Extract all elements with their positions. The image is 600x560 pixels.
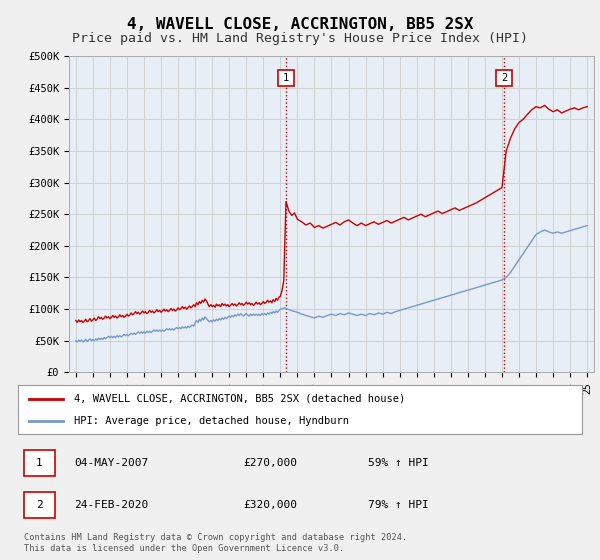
Text: 04-MAY-2007: 04-MAY-2007	[74, 458, 149, 468]
Text: HPI: Average price, detached house, Hyndburn: HPI: Average price, detached house, Hynd…	[74, 416, 349, 426]
FancyBboxPatch shape	[23, 450, 55, 476]
Text: 79% ↑ HPI: 79% ↑ HPI	[368, 500, 428, 510]
Text: Price paid vs. HM Land Registry's House Price Index (HPI): Price paid vs. HM Land Registry's House …	[72, 32, 528, 45]
Text: 1: 1	[36, 458, 43, 468]
Text: 24-FEB-2020: 24-FEB-2020	[74, 500, 149, 510]
Text: Contains HM Land Registry data © Crown copyright and database right 2024.
This d: Contains HM Land Registry data © Crown c…	[24, 533, 407, 553]
Text: £320,000: £320,000	[244, 500, 298, 510]
Text: 2: 2	[501, 73, 507, 83]
Text: 59% ↑ HPI: 59% ↑ HPI	[368, 458, 428, 468]
Text: 4, WAVELL CLOSE, ACCRINGTON, BB5 2SX (detached house): 4, WAVELL CLOSE, ACCRINGTON, BB5 2SX (de…	[74, 394, 406, 404]
Text: 1: 1	[283, 73, 289, 83]
FancyBboxPatch shape	[23, 492, 55, 518]
Text: 4, WAVELL CLOSE, ACCRINGTON, BB5 2SX: 4, WAVELL CLOSE, ACCRINGTON, BB5 2SX	[127, 17, 473, 32]
Text: 2: 2	[36, 500, 43, 510]
Text: £270,000: £270,000	[244, 458, 298, 468]
